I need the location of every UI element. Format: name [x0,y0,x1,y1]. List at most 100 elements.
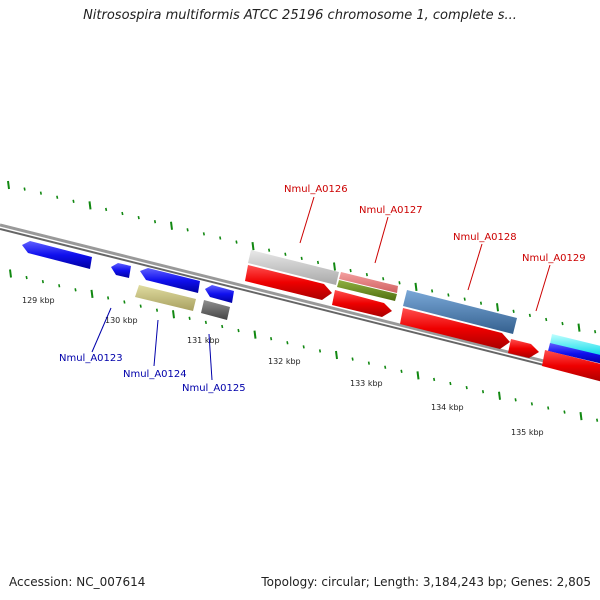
gene-arrow-reverse[interactable] [205,285,234,303]
minor-tick [561,321,564,326]
minor-tick [563,410,566,414]
minor-tick [155,308,159,312]
minor-tick [463,297,466,301]
minor-tick [268,248,271,252]
minor-tick [449,381,452,386]
gene-label[interactable]: Nmul_A0125 [182,383,246,394]
gene-label[interactable]: Nmul_A0124 [123,369,187,380]
scale-label: 135 kbp [511,428,544,437]
major-tick [172,310,175,319]
minor-tick [318,349,322,353]
gene-arrow-forward[interactable] [400,308,510,349]
minor-tick [367,361,370,365]
minor-tick [547,406,550,410]
minor-tick [481,390,485,394]
minor-tick [545,317,548,322]
scale-label: 131 kbp [187,336,220,345]
major-tick [90,289,94,298]
minor-tick [137,215,140,220]
scale-labels: 129 kbp 130 kbp 131 kbp 132 kbp 133 kbp … [22,296,544,437]
major-tick [251,242,255,251]
minor-tick [123,300,126,304]
minor-tick [300,256,303,261]
minor-tick [204,320,207,325]
minor-tick [186,228,189,232]
major-tick [88,201,92,210]
gene-label[interactable]: Nmul_A0126 [284,184,348,195]
chromosome-backbone [0,223,600,380]
minor-tick [39,191,42,195]
minor-tick [107,296,110,300]
minor-tick [465,385,468,390]
minor-tick [105,207,108,212]
gene-label[interactable]: Nmul_A0129 [522,253,586,264]
gene-feature-olive[interactable] [337,280,397,301]
minor-tick [202,232,205,236]
minor-tick [139,304,142,308]
gene-arrow-forward[interactable] [332,290,392,317]
gene-arrow-forward[interactable] [245,265,332,300]
minor-tick [74,288,77,292]
genome-summary-text: Topology: circular; Length: 3,184,243 bp… [261,575,591,589]
minor-tick [72,199,75,203]
major-tick [579,412,583,421]
minor-tick [596,418,599,422]
minor-tick [400,369,403,373]
minor-tick [23,187,26,191]
tick-marks-upper [7,180,597,334]
minor-tick [121,211,124,216]
minor-tick [530,402,533,406]
scale-label: 132 kbp [268,357,301,366]
major-tick [416,371,420,380]
major-tick [498,391,501,400]
gene-feature-cyan[interactable] [550,334,600,357]
gene-arrow-reverse[interactable] [140,268,200,293]
minor-tick [25,275,28,280]
gene-feature-grey[interactable] [248,250,339,285]
map-title: Nitrosospira multiformis ATCC 25196 chro… [83,8,517,23]
major-tick [253,330,257,339]
gene-arrow-forward[interactable] [542,350,600,382]
minor-tick [447,293,450,297]
scale-label: 133 kbp [350,379,383,388]
gene-label[interactable]: Nmul_A0128 [453,232,517,243]
minor-tick [433,377,436,382]
gene-feature-steel[interactable] [403,290,517,334]
major-tick [7,180,10,190]
minor-tick [384,365,387,369]
major-tick [170,221,173,230]
minor-tick [270,337,273,341]
major-tick [577,323,581,332]
minor-tick [479,301,483,305]
accession-text: Accession: NC_007614 [9,575,146,589]
minor-tick [365,272,368,277]
gene-labels-bottom: Nmul_A0123 Nmul_A0124 Nmul_A0125 [59,307,246,394]
major-tick [333,262,336,271]
minor-tick [235,240,238,244]
scale-label: 130 kbp [105,316,138,325]
gene-feature-dark[interactable] [201,300,230,320]
major-tick [496,303,499,312]
minor-tick [316,260,320,265]
minor-tick [188,316,191,320]
gene-arrow-reverse[interactable] [111,263,131,278]
gene-arrow-reverse[interactable] [548,343,600,364]
scale-label: 129 kbp [22,296,55,305]
minor-tick [286,341,289,345]
minor-tick [514,398,517,402]
gene-features [22,241,600,382]
minor-tick [431,289,434,293]
gene-feature-salmon[interactable] [339,272,398,293]
gene-label[interactable]: Nmul_A0127 [359,205,423,216]
gene-arrow-forward[interactable] [508,339,539,358]
minor-tick [237,328,240,333]
minor-tick [284,252,287,256]
gene-label[interactable]: Nmul_A0123 [59,353,123,364]
gene-arrow-reverse[interactable] [22,241,92,269]
major-tick [9,269,12,278]
minor-tick [382,277,385,281]
tick-marks-lower [9,269,599,422]
minor-tick [302,345,305,349]
gene-feature-khaki[interactable] [135,285,196,311]
